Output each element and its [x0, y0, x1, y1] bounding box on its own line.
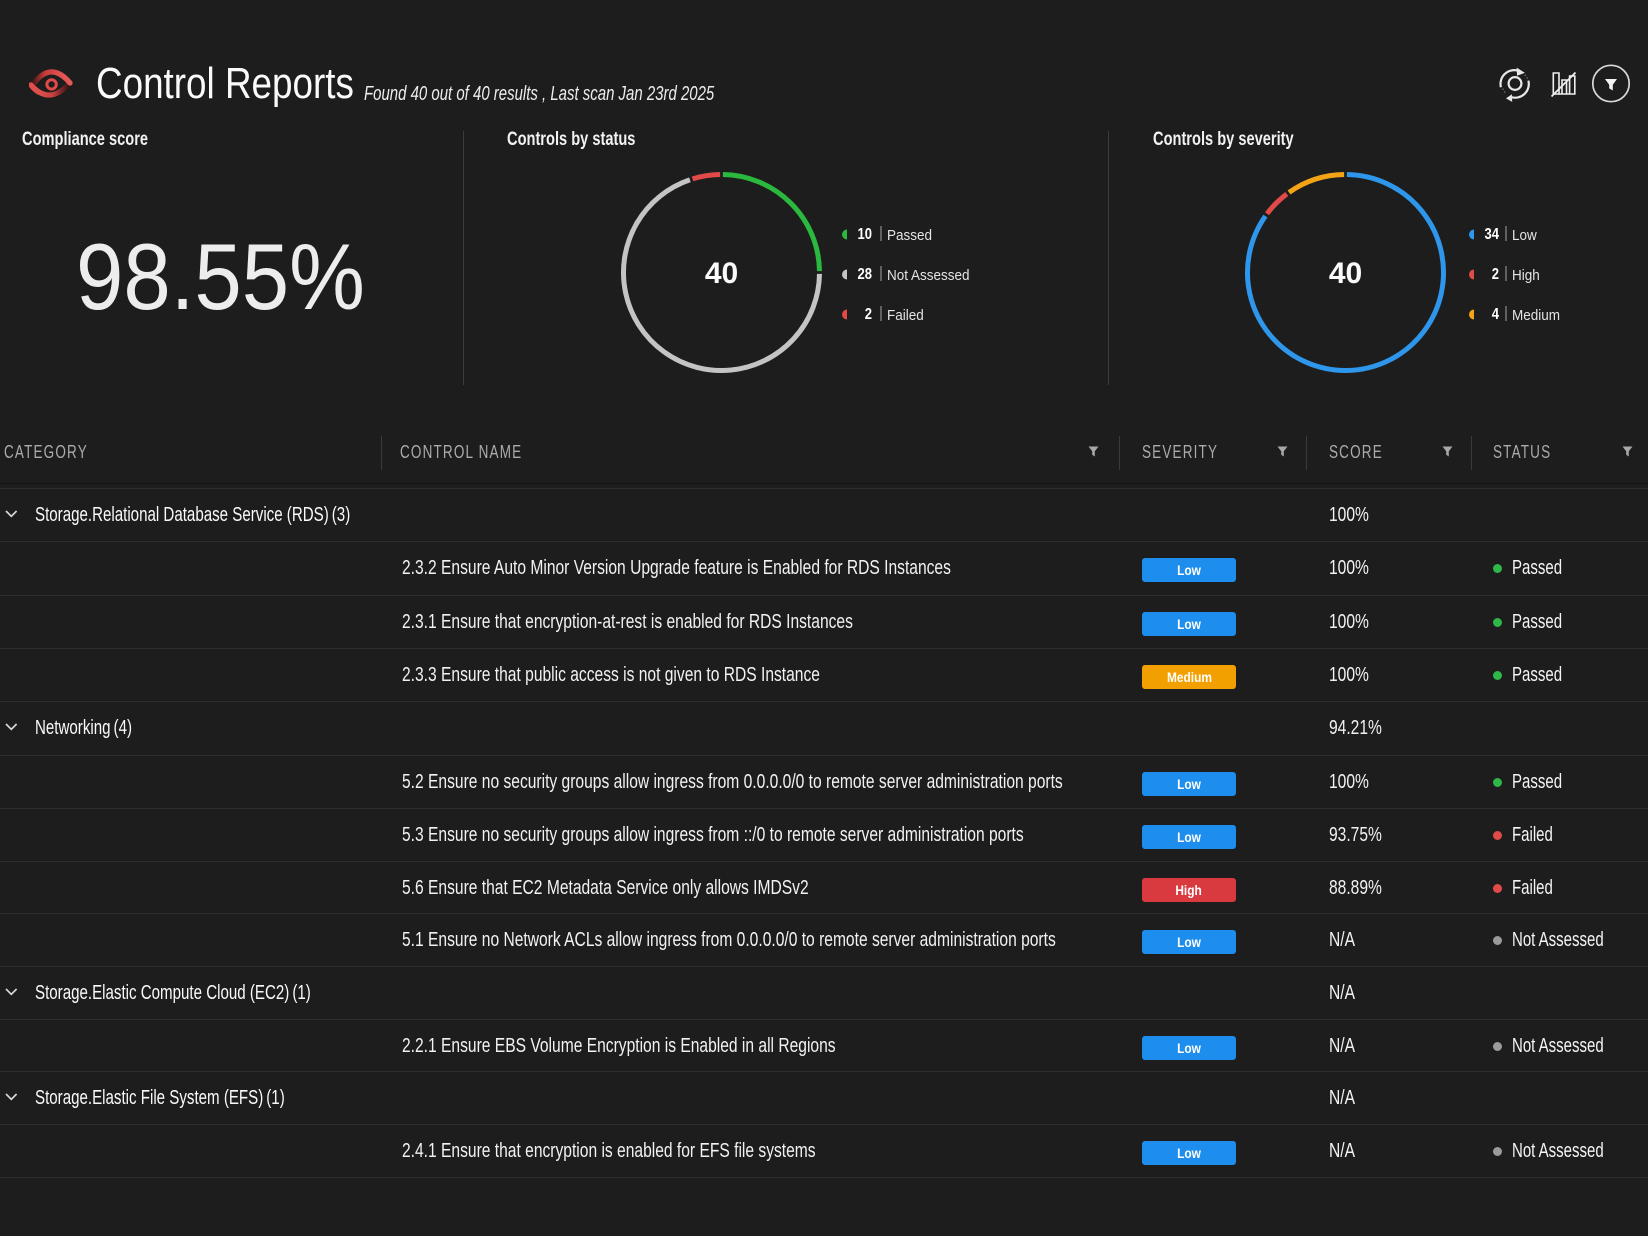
svg-text:40: 40 — [1329, 257, 1362, 290]
svg-text:40: 40 — [705, 257, 738, 290]
